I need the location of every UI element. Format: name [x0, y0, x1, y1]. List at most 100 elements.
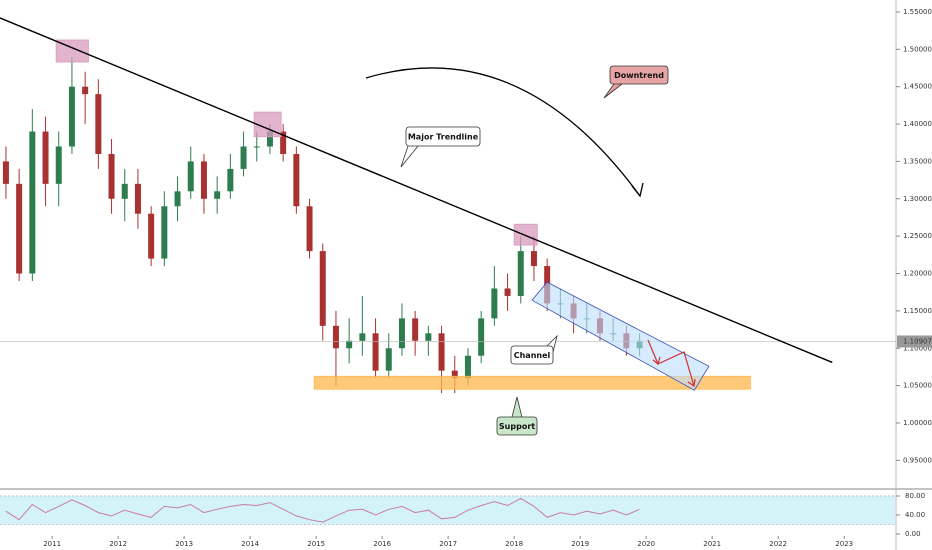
candle-body [2, 161, 9, 184]
candle-body [306, 206, 313, 252]
callout-text: Support [499, 422, 535, 431]
x-tick-label: 2015 [307, 540, 325, 548]
candle-body [451, 370, 458, 379]
x-tick-label: 2017 [439, 540, 457, 548]
callout-box [609, 65, 669, 85]
x-tick-label: 2013 [175, 540, 193, 548]
y-tick-label: 80.00 [905, 492, 925, 500]
x-tick-label: 2021 [703, 540, 721, 548]
candle-body [161, 206, 168, 259]
candle-body [214, 191, 221, 199]
zone [55, 39, 89, 63]
zone [513, 223, 538, 246]
candle-body [95, 94, 102, 154]
zone [313, 375, 751, 390]
y-tick-label: 1.05000 [903, 382, 932, 390]
candle-body [398, 318, 405, 349]
x-tick-label: 2019 [571, 540, 589, 548]
callout-text: Major Trendline [408, 133, 479, 142]
callout-box [510, 345, 554, 365]
candle-body [332, 325, 339, 349]
candle-body [200, 161, 207, 199]
y-tick-label: 1.25000 [903, 232, 932, 240]
callout-trendline: Major Trendline [400, 126, 481, 168]
candle-body [372, 333, 379, 371]
candle-body [108, 153, 115, 199]
candle-body [438, 333, 445, 371]
candle-body [121, 183, 128, 199]
candle-body [266, 131, 273, 147]
callout-downtrend: Downtrend [603, 65, 669, 99]
candle-body [319, 251, 326, 326]
candle-body [517, 251, 524, 296]
callout-support: Support [496, 396, 538, 436]
candle-body [253, 146, 260, 148]
candle-body [346, 340, 353, 349]
candle-body [42, 131, 49, 184]
callout-text: Downtrend [614, 71, 664, 80]
trendline [0, 17, 833, 364]
candle-body [491, 288, 498, 319]
y-tick-label: 1.50000 [903, 45, 932, 53]
candle-body [227, 168, 234, 192]
plot-layer [0, 17, 896, 525]
candle-body [82, 86, 89, 95]
y-tick-label: 1.30000 [903, 195, 932, 203]
x-tick-label: 2014 [241, 540, 259, 548]
channel [531, 281, 710, 391]
y-tick-label: 1.35000 [903, 157, 932, 165]
zigzag-arrow-heads [652, 356, 696, 388]
candle-body [359, 333, 366, 341]
candle-body [385, 348, 392, 371]
candle-body [174, 191, 181, 207]
candle-body [55, 146, 62, 184]
x-tick-label: 2011 [43, 540, 61, 548]
y-tick-label: 1.00000 [903, 419, 932, 427]
candle-body [280, 131, 287, 154]
last-value-label: 1.10907 [903, 337, 932, 345]
candle-body [148, 213, 155, 259]
x-tick-label: 2023 [835, 540, 853, 548]
y-tick-label: 0.95000 [903, 456, 932, 464]
rsi-band [0, 495, 895, 525]
curved-arrow [365, 67, 641, 197]
y-tick-label: 1.15000 [903, 307, 932, 315]
callout-tail [400, 145, 419, 168]
y-tick-label: 1.20000 [903, 270, 932, 278]
x-tick-label: 2016 [373, 540, 391, 548]
y-tick-label: 1.55000 [903, 8, 932, 16]
rsi-line [5, 497, 640, 523]
candle-body [464, 355, 471, 379]
candle-body [293, 153, 300, 207]
arrow-head [631, 182, 644, 198]
y-tick-label: 40.00 [905, 511, 925, 519]
candle-body [478, 318, 485, 356]
candle-body [134, 183, 141, 214]
candle-body [530, 251, 537, 267]
y-tick-label: 0.00 [905, 530, 921, 538]
candle-body [504, 288, 511, 296]
callout-tail [603, 83, 623, 99]
callout-box [405, 126, 481, 147]
zigzag-arrow [647, 339, 695, 387]
candle-body [412, 318, 419, 341]
callout-channel: Channel [510, 334, 558, 365]
candle-body [187, 161, 194, 192]
candle-body [68, 86, 75, 147]
candle-body [29, 131, 36, 274]
last-value-box [897, 335, 932, 348]
x-tick-label: 2022 [769, 540, 787, 548]
candle-body [425, 333, 432, 341]
candle-body [240, 146, 247, 169]
callout-text: Channel [514, 351, 551, 360]
x-tick-label: 2012 [109, 540, 127, 548]
y-tick-label: 1.45000 [903, 83, 932, 91]
callout-tail [511, 396, 523, 418]
y-tick-label: 1.40000 [903, 120, 932, 128]
x-tick-label: 2020 [637, 540, 655, 548]
callout-box [496, 416, 538, 436]
candle-body [16, 183, 23, 274]
x-tick-label: 2018 [505, 540, 523, 548]
